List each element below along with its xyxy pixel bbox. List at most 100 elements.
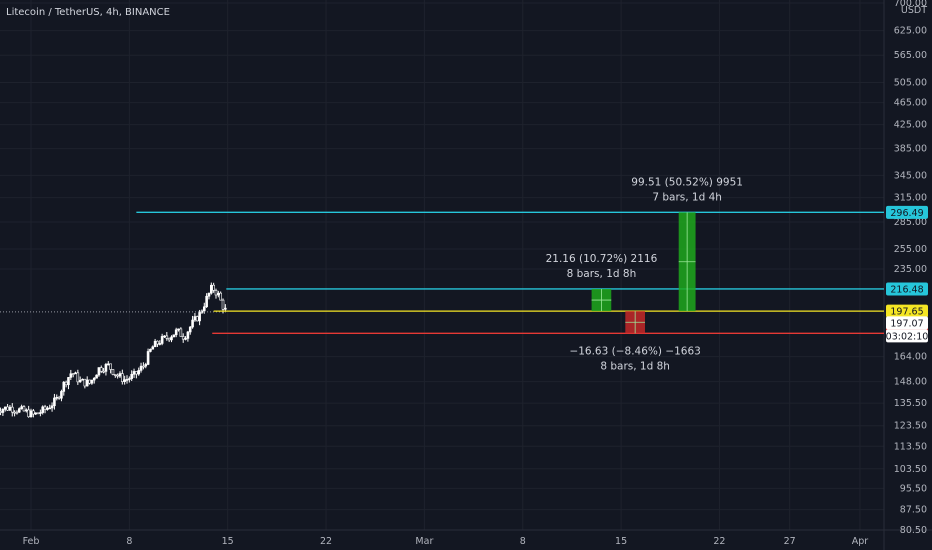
candle-body xyxy=(34,412,37,415)
candle-body xyxy=(179,328,183,337)
price-tick-label: 135.50 xyxy=(894,398,927,409)
candle-body xyxy=(191,319,194,328)
candle-body xyxy=(10,406,14,413)
chart-title: Litecoin / TetherUS, 4h, BINANCE xyxy=(6,7,170,18)
candle-body xyxy=(76,372,80,383)
time-axis[interactable]: Feb 8 15 22 Mar 8 15 22 27 Apr xyxy=(23,536,869,547)
candle-body xyxy=(114,374,117,376)
candle-body xyxy=(64,381,68,386)
candle-body xyxy=(121,373,124,382)
candle-body xyxy=(118,373,122,377)
candle-body xyxy=(29,410,33,418)
badge-cyan-upper xyxy=(886,205,928,219)
candle-body xyxy=(71,373,75,376)
badge-cyan-lower-text: 216.48 xyxy=(890,284,923,295)
candle-body xyxy=(22,406,26,412)
measure-2[interactable]: −16.63 (−8.46%) −1663 8 bars, 1d 8h xyxy=(569,311,701,372)
measure-3[interactable]: 99.51 (50.52%) 9951 7 bars, 1d 4h xyxy=(631,176,743,312)
candle-body xyxy=(104,364,108,372)
candle-body xyxy=(48,407,52,410)
candle-body xyxy=(102,370,105,373)
candle-body xyxy=(224,307,227,310)
candle-body xyxy=(99,367,103,372)
candle-body xyxy=(198,312,201,322)
candle-body xyxy=(97,367,101,376)
price-tick-label: 235.00 xyxy=(894,264,927,275)
price-axis[interactable]: 700.00 625.00 565.00 505.00 465.00 425.00 385.… xyxy=(886,0,929,536)
candle-body xyxy=(50,405,54,409)
price-tick-label: 148.00 xyxy=(894,377,927,388)
measure-bars-label: 7 bars, 1d 4h xyxy=(652,191,722,203)
candle-body xyxy=(85,379,89,387)
price-candles xyxy=(0,282,227,418)
measure-change-label: 21.16 (10.72%) 2116 xyxy=(546,253,658,265)
candle-body xyxy=(41,406,45,413)
candle-body xyxy=(151,346,155,350)
time-tick-label: 15 xyxy=(222,536,234,547)
candle-body xyxy=(116,374,119,377)
measure-change-label: 99.51 (50.52%) 9951 xyxy=(631,176,743,188)
candle-body xyxy=(90,379,94,384)
candle-body xyxy=(139,365,143,371)
measure-bars-label: 8 bars, 1d 8h xyxy=(600,360,670,372)
price-tick-label: 315.00 xyxy=(894,193,927,204)
badge-last-price-text: 197.07 xyxy=(890,318,923,329)
time-tick-label: 22 xyxy=(713,536,725,547)
time-tick-label: 22 xyxy=(320,536,332,547)
candle-body xyxy=(95,374,98,379)
candle-body xyxy=(109,363,112,370)
candle-body xyxy=(172,334,176,338)
candle-body xyxy=(0,411,2,413)
candle-body xyxy=(128,378,131,380)
badge-yellow-text: 197.65 xyxy=(890,307,923,318)
price-tick-label: 95.50 xyxy=(900,483,927,494)
candle-body xyxy=(88,379,91,384)
candle-body xyxy=(78,379,82,383)
candle-body xyxy=(55,396,59,399)
candle-body xyxy=(8,406,12,411)
candle-body xyxy=(142,365,145,368)
time-tick-label: 8 xyxy=(520,536,526,547)
badge-last-price xyxy=(886,316,928,330)
candle-body xyxy=(132,371,136,375)
measure-1[interactable]: 21.16 (10.72%) 2116 8 bars, 1d 8h xyxy=(546,253,658,312)
time-tick-label: 15 xyxy=(615,536,627,547)
candle-body xyxy=(46,407,49,410)
candle-body xyxy=(125,379,129,381)
price-tick-label: 164.00 xyxy=(894,352,927,363)
candle-body xyxy=(160,336,164,344)
price-tick-label: 625.00 xyxy=(894,26,927,37)
time-tick-label: Feb xyxy=(23,536,40,547)
candle-body xyxy=(106,363,110,366)
candle-body xyxy=(177,328,180,331)
candle-body xyxy=(32,410,35,415)
candle-body xyxy=(74,372,77,375)
candle-body xyxy=(92,377,96,381)
candle-body xyxy=(214,290,218,296)
candle-body xyxy=(53,397,56,407)
price-tick-label: 565.00 xyxy=(894,50,927,61)
candle-body xyxy=(188,326,192,333)
candle-body xyxy=(158,343,162,345)
candle-body xyxy=(57,396,61,399)
candle-body xyxy=(170,336,173,341)
candle-body xyxy=(130,373,133,379)
price-tick-label: 425.00 xyxy=(894,120,927,131)
candle-body xyxy=(186,331,190,339)
candle-body xyxy=(165,335,169,339)
candle-body xyxy=(67,377,70,386)
time-tick-label: Mar xyxy=(415,536,433,547)
candle-body xyxy=(60,391,63,399)
candle-body xyxy=(1,409,5,413)
candle-body xyxy=(6,406,9,411)
price-tick-label: 345.00 xyxy=(894,170,927,181)
candle-body xyxy=(25,409,28,412)
candle-body xyxy=(39,412,42,414)
candle-body xyxy=(27,409,30,418)
candle-body xyxy=(212,284,215,291)
candle-body xyxy=(135,371,138,375)
candle-body xyxy=(123,379,126,382)
candle-body xyxy=(149,348,152,352)
price-tick-label: 700.00 xyxy=(894,0,927,9)
